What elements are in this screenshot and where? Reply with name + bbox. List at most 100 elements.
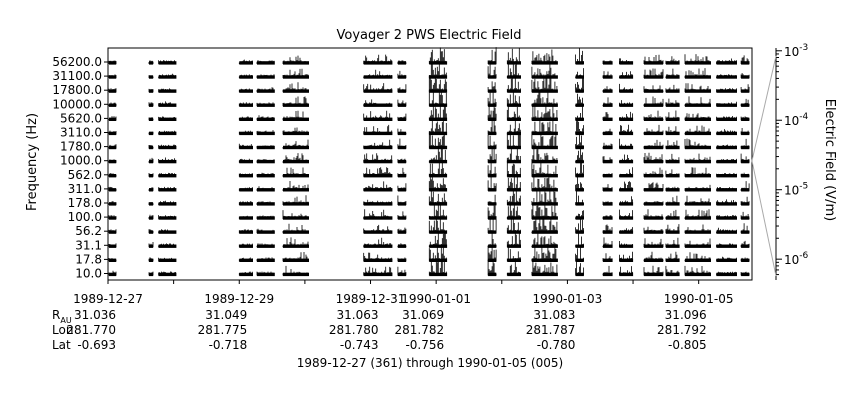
trace-spikes <box>363 266 393 276</box>
trace-spikes <box>643 139 664 149</box>
trace-spikes <box>282 265 309 276</box>
trace-segment <box>644 230 664 234</box>
trace-spikes <box>619 227 633 234</box>
trace-spikes <box>108 60 117 64</box>
channel-trace <box>108 188 750 206</box>
trace-spikes <box>531 146 558 163</box>
trace-spikes <box>531 104 558 121</box>
trace-spikes <box>740 172 750 177</box>
trace-spikes <box>108 173 117 177</box>
right-tick-label: 10-6 <box>784 251 809 267</box>
trace-spikes <box>506 48 521 64</box>
trace-spikes <box>487 161 497 177</box>
trace-spikes <box>108 243 117 248</box>
trace-spikes <box>602 224 613 234</box>
trace-spikes <box>716 129 737 135</box>
trace-spikes <box>108 88 117 93</box>
channel-trace <box>108 131 750 150</box>
trace-spikes <box>256 74 275 79</box>
trace-spikes <box>506 103 521 121</box>
y-tick-label: 56200.0 <box>52 55 102 69</box>
trace-segment <box>644 244 664 248</box>
trace-spikes <box>643 265 664 276</box>
trace-spikes <box>487 63 497 79</box>
trace-spikes <box>665 110 680 121</box>
trace-spikes <box>158 101 176 107</box>
trace-spikes <box>665 126 680 135</box>
y-tick-label: 3110.0 <box>60 126 102 140</box>
trace-spikes <box>487 81 497 93</box>
trace-spikes <box>684 238 711 248</box>
trace-spikes <box>575 68 584 79</box>
trace-spikes <box>665 251 680 262</box>
trace-spikes <box>158 186 176 191</box>
trace-spikes <box>531 233 558 248</box>
trace-spikes <box>619 71 633 79</box>
trace-spikes <box>716 88 737 93</box>
trace-spikes <box>643 209 664 220</box>
trace-spikes <box>256 215 275 220</box>
trace-spikes <box>531 119 558 135</box>
trace-spikes <box>575 93 584 107</box>
trace-spikes <box>363 99 393 107</box>
trace-spikes <box>575 218 584 234</box>
trace-spikes <box>397 183 407 191</box>
ephemeris-value: 281.792 <box>657 323 707 337</box>
trace-segment <box>644 103 664 107</box>
trace-spikes <box>619 241 633 248</box>
trace-spikes <box>487 258 497 276</box>
trace-spikes <box>531 63 558 79</box>
trace-spikes <box>158 271 176 276</box>
trace-spikes <box>238 215 253 220</box>
trace-spikes <box>740 153 750 163</box>
trace-spikes <box>716 256 737 262</box>
trace-spikes <box>740 84 750 93</box>
trace-segment <box>644 61 664 65</box>
trace-spikes <box>363 181 393 191</box>
channel-trace <box>108 202 750 220</box>
trace-spikes <box>238 130 253 135</box>
trace-segment <box>644 202 664 206</box>
trace-spikes <box>575 134 584 149</box>
trace-spikes <box>108 270 117 276</box>
trace-spikes <box>108 74 117 79</box>
trace-spikes <box>684 138 711 149</box>
trace-spikes <box>238 158 253 163</box>
trace-spikes <box>148 242 154 248</box>
trace-spikes <box>740 223 750 234</box>
trace-segment <box>644 174 664 178</box>
trace-spikes <box>531 260 558 276</box>
ephemeris-value: 281.782 <box>395 323 445 337</box>
trace-spikes <box>643 226 664 234</box>
trace-spikes <box>158 60 176 64</box>
trace-spikes <box>643 54 664 64</box>
trace-segment <box>644 272 664 277</box>
y-tick-label: 100.0 <box>68 210 102 224</box>
trace-spikes <box>397 266 407 276</box>
trace-spikes <box>363 139 393 149</box>
trace-spikes <box>506 232 521 248</box>
ephemeris-label-r: RAU <box>52 308 72 325</box>
trace-spikes <box>148 102 154 107</box>
trace-spikes <box>665 224 680 234</box>
trace-spikes <box>148 187 154 191</box>
trace-spikes <box>740 55 750 64</box>
y-tick-label: 178.0 <box>68 196 102 210</box>
y-tick-label: 1000.0 <box>60 154 102 168</box>
y-tick-label: 311.0 <box>68 182 102 196</box>
trace-spikes <box>487 90 497 107</box>
trace-spikes <box>643 110 664 121</box>
trace-spikes <box>238 243 253 248</box>
trace-spikes <box>684 224 711 234</box>
trace-spikes <box>684 68 711 79</box>
y-tick-label: 10.0 <box>75 267 102 281</box>
trace-spikes <box>282 237 309 248</box>
trace-spikes <box>602 112 613 121</box>
trace-spikes <box>643 251 664 262</box>
trace-spikes <box>108 229 117 234</box>
trace-spikes <box>716 101 737 107</box>
trace-spikes <box>108 144 117 149</box>
y-tick-label: 1780.0 <box>60 140 102 154</box>
trace-spikes <box>716 58 737 64</box>
trace-spikes <box>740 257 750 262</box>
